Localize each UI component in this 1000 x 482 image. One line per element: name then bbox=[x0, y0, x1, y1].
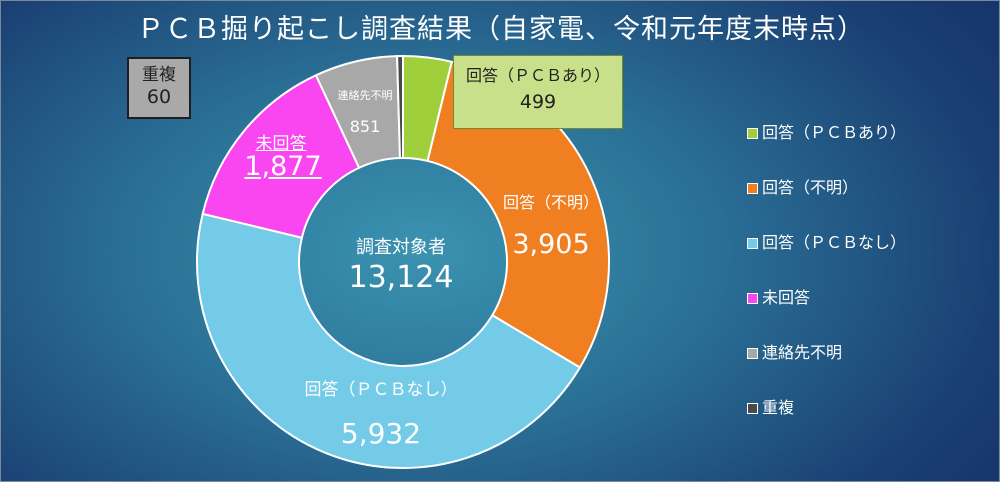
slice-label-nopcb-name: 回答（ＰＣＢなし） bbox=[304, 380, 458, 400]
duplicate-callout: 重複 60 bbox=[127, 57, 191, 119]
legend-swatch-unknown bbox=[747, 183, 758, 194]
legend-swatch-contact-unknown bbox=[747, 348, 758, 359]
duplicate-callout-value: 60 bbox=[146, 86, 172, 109]
legend-label-duplicate: 重複 bbox=[762, 398, 795, 417]
legend-item-contact-unknown: 連絡先不明 bbox=[747, 339, 842, 363]
legend-swatch-no-pcb bbox=[747, 238, 758, 249]
legend-swatch-pcb-found bbox=[747, 128, 758, 139]
legend-item-pcb-found: 回答（ＰＣＢあり） bbox=[747, 119, 906, 143]
slice-label-unknown-value: 3,905 bbox=[512, 229, 590, 260]
slice-label-noresp-name: 未回答 bbox=[255, 134, 307, 154]
center-value: 13,124 bbox=[348, 260, 454, 295]
chart-title: ＰＣＢ掘り起こし調査結果（自家電、令和元年度末時点） bbox=[137, 14, 865, 45]
legend-swatch-duplicate bbox=[747, 403, 758, 414]
slice-label-unknown-name: 回答（不明） bbox=[502, 193, 599, 212]
legend-label-unknown: 回答（不明） bbox=[762, 178, 859, 197]
slice-no-pcb bbox=[196, 212, 582, 469]
slice-duplicate bbox=[396, 54, 404, 160]
pcb-found-callout-name: 回答（ＰＣＢあり） bbox=[465, 66, 610, 85]
pcb-found-callout-value: 499 bbox=[519, 91, 557, 113]
center-label: 調査対象者 bbox=[356, 237, 446, 258]
slice-label-contact-value: 851 bbox=[349, 117, 381, 136]
slice-no-response bbox=[201, 73, 361, 239]
legend-label-pcb-found: 回答（ＰＣＢあり） bbox=[762, 123, 907, 142]
legend-item-duplicate: 重複 bbox=[747, 394, 794, 418]
legend-label-no-pcb: 回答（ＰＣＢなし） bbox=[762, 233, 907, 252]
slice-label-noresp-value: 1,877 bbox=[244, 151, 322, 182]
legend-label-contact-unknown: 連絡先不明 bbox=[762, 343, 843, 362]
slice-label-contact-name: 連絡先不明 bbox=[337, 89, 393, 102]
duplicate-callout-name: 重複 bbox=[142, 65, 176, 85]
legend-item-no-pcb: 回答（ＰＣＢなし） bbox=[747, 229, 906, 253]
pcb-found-callout: 回答（ＰＣＢあり） 499 bbox=[453, 55, 623, 129]
legend-label-no-response: 未回答 bbox=[762, 288, 811, 307]
legend-item-no-response: 未回答 bbox=[747, 284, 810, 308]
slice-label-nopcb-value: 5,932 bbox=[340, 417, 422, 450]
legend-swatch-no-response bbox=[747, 293, 758, 304]
legend-item-unknown: 回答（不明） bbox=[747, 174, 858, 198]
